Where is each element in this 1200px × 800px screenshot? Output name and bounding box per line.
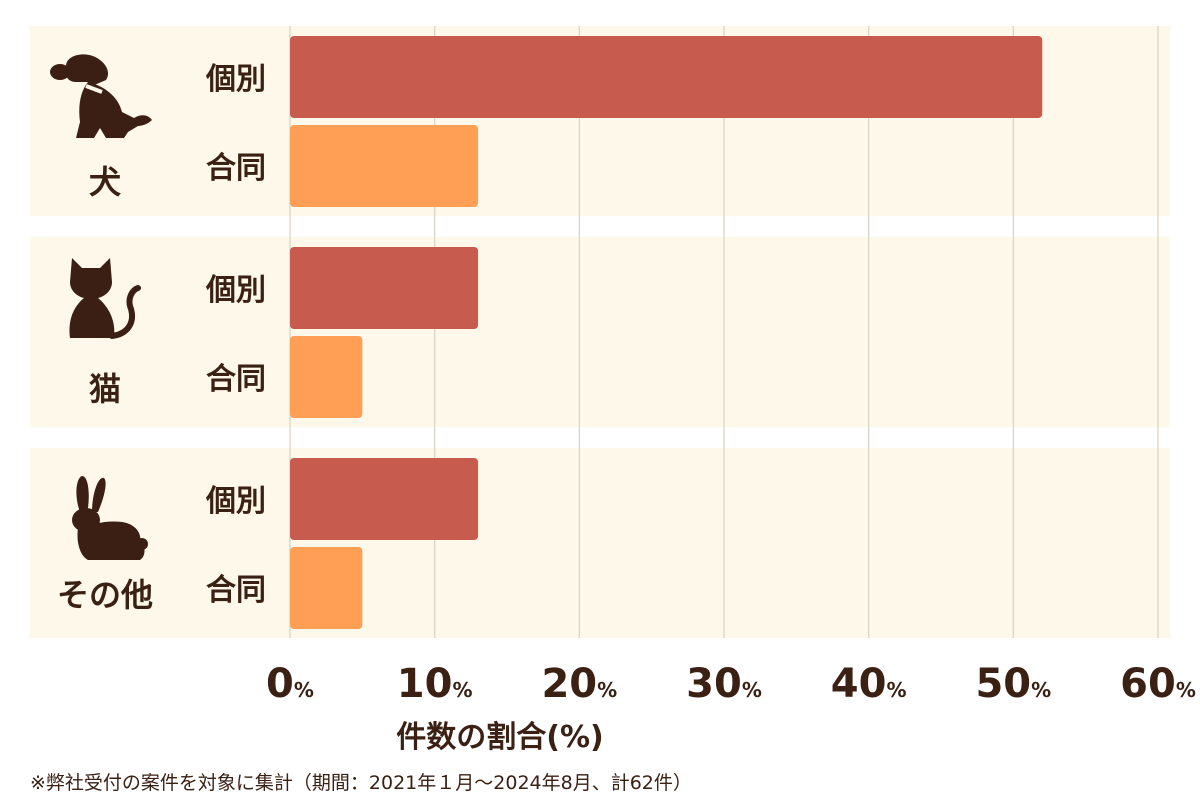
x-axis-label: 件数の割合(%) — [396, 720, 604, 755]
bar-2-joint — [290, 547, 363, 629]
bar-0-individual — [290, 36, 1043, 118]
bar-label-1-joint: 合同 — [206, 362, 266, 397]
bar-1-joint — [290, 336, 363, 418]
bar-1-individual — [290, 247, 479, 329]
group-panel-1 — [30, 237, 1170, 427]
bars — [290, 36, 1043, 629]
tick-label-50: 50% — [975, 661, 1051, 707]
cat-icon — [69, 258, 141, 339]
bar-label-2-individual: 個別 — [205, 484, 266, 519]
x-axis-ticks: 0% 10% 20% 30% 40% 50% 60% — [266, 661, 1196, 707]
tick-label-20: 20% — [541, 661, 617, 707]
bar-label-0-joint: 合同 — [206, 151, 266, 186]
tick-label-30: 30% — [686, 661, 762, 707]
group-panel-2 — [30, 448, 1170, 638]
bar-0-joint — [290, 125, 479, 207]
tick-label-40: 40% — [831, 661, 907, 707]
tick-label-0: 0% — [266, 661, 314, 707]
tick-label-60: 60% — [1120, 661, 1196, 707]
category-label-1: 猫 — [89, 370, 121, 408]
footnote: ※弊社受付の案件を対象に集計（期間：2021年１月～2024年8月、計62件） — [30, 772, 692, 794]
bar-label-1-individual: 個別 — [205, 273, 266, 308]
category-label-2: その他 — [57, 576, 153, 614]
rabbit-icon — [72, 476, 148, 560]
bar-2-individual — [290, 458, 479, 540]
bar-label-0-individual: 個別 — [205, 62, 266, 97]
icons — [50, 54, 152, 560]
dog-icon — [50, 54, 152, 138]
category-label-0: 犬 — [89, 163, 121, 201]
bar-label-2-joint: 合同 — [206, 573, 266, 608]
tick-label-10: 10% — [397, 661, 473, 707]
